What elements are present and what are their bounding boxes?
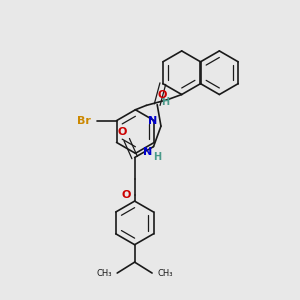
Text: H: H xyxy=(161,97,169,107)
Text: N: N xyxy=(148,116,158,126)
Text: H: H xyxy=(153,152,161,161)
Text: CH₃: CH₃ xyxy=(97,268,112,278)
Text: O: O xyxy=(158,90,167,100)
Text: O: O xyxy=(117,127,126,137)
Text: N: N xyxy=(143,147,152,157)
Text: O: O xyxy=(121,190,130,200)
Text: Br: Br xyxy=(77,116,91,126)
Text: CH₃: CH₃ xyxy=(157,268,172,278)
